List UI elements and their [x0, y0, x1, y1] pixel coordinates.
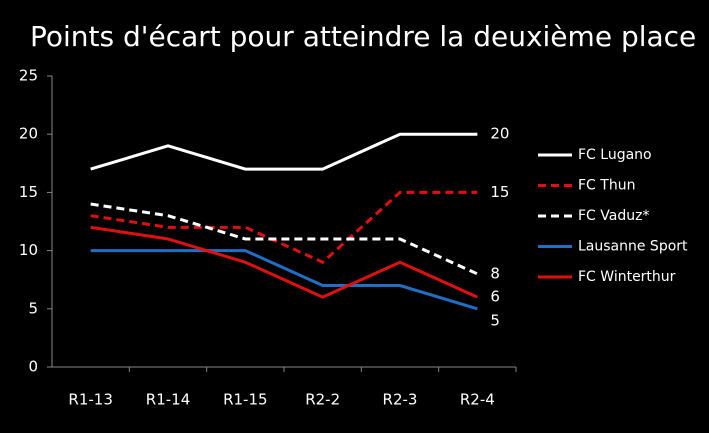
y-tick-label: 25: [19, 67, 38, 85]
legend-label: FC Thun: [578, 178, 635, 194]
series-line: [90, 249, 478, 311]
legend-label: FC Lugano: [578, 147, 652, 163]
y-tick-label: 10: [19, 241, 38, 259]
x-tick-label: R2-4: [460, 391, 495, 409]
x-tick-label: R2-2: [305, 391, 340, 409]
chart-title: Points d'écart pour atteindre la deuxièm…: [30, 20, 696, 53]
y-tick-label: 20: [19, 125, 38, 143]
y-tick-label: 5: [28, 299, 38, 317]
series-line: [90, 225, 478, 299]
value-label: 20: [490, 125, 509, 143]
x-tick-label: R2-3: [383, 391, 418, 409]
x-tick-label: R1-14: [146, 391, 190, 409]
series-line: [90, 202, 478, 276]
value-label: 15: [490, 183, 509, 201]
value-label: 5: [490, 311, 500, 329]
x-tick-label: R1-13: [68, 391, 112, 409]
x-tick-label: R1-15: [223, 391, 267, 409]
y-tick-label: 15: [19, 183, 38, 201]
y-tick-label: 0: [28, 358, 38, 376]
legend-label: FC Vaduz*: [578, 208, 649, 224]
legend-label: Lausanne Sport: [578, 239, 688, 255]
value-label: 8: [490, 264, 500, 282]
series-line: [90, 190, 478, 265]
legend-label: FC Winterthur: [578, 269, 676, 285]
value-label: 6: [490, 288, 500, 306]
series-line: [90, 132, 478, 171]
